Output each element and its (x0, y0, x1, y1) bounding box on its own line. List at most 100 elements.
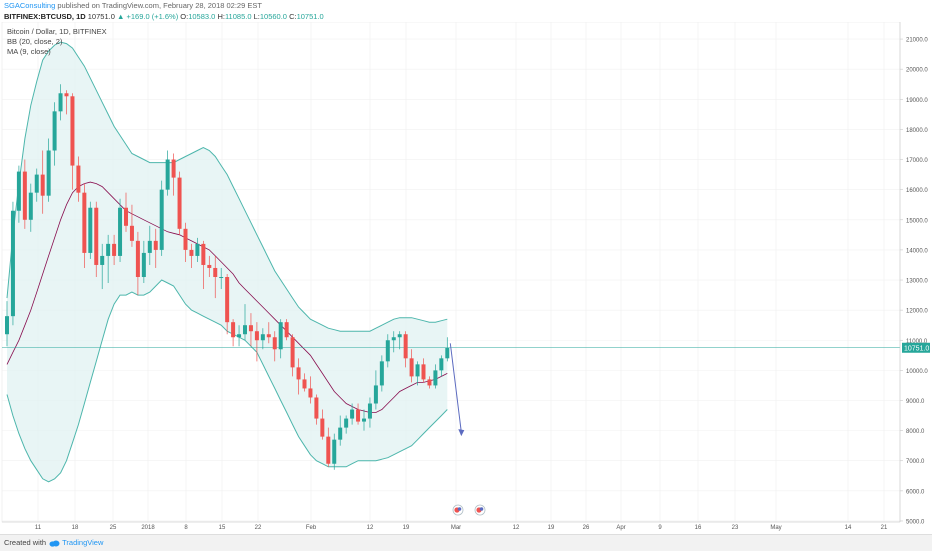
candle-body (183, 228, 188, 250)
candle (308, 376, 313, 404)
x-tick-label: 15 (219, 525, 226, 531)
candle (177, 171, 182, 235)
y-tick-label: 5000.0 (906, 519, 925, 525)
candle (326, 427, 331, 467)
candle-body (112, 243, 117, 256)
candle-body (373, 385, 378, 404)
x-tick-label: 2018 (141, 525, 155, 531)
candle-body (135, 240, 140, 278)
candle (124, 192, 128, 232)
price-tag: 10751.0 (902, 342, 930, 353)
candle (88, 201, 93, 259)
candle-body (385, 340, 390, 362)
candle-body (421, 364, 426, 380)
candle (445, 337, 450, 362)
candle (225, 273, 230, 335)
candle (290, 334, 295, 377)
candle (112, 234, 117, 265)
candle-body (165, 159, 170, 190)
candle-body (320, 418, 325, 437)
grid (1, 22, 901, 523)
candle-body (189, 249, 194, 256)
time-axis[interactable]: 11 18 25 2018 8 15 22 Feb 12 19 Mar 12 19 26 Apr 9 16 23 M… (2, 521, 900, 531)
y-tick-label: 9000.0 (906, 399, 925, 405)
candle (58, 84, 63, 121)
candle (231, 319, 236, 347)
candle (76, 156, 81, 202)
candle (52, 102, 57, 166)
candle (159, 180, 164, 256)
candle-body (76, 165, 81, 193)
publish-line: SGAConsulting published on TradingView.c… (4, 1, 262, 10)
candle (153, 228, 158, 268)
candle-body (397, 334, 402, 338)
candle (385, 334, 390, 368)
candle (237, 325, 242, 347)
candle (213, 255, 218, 299)
candle (82, 183, 87, 268)
bollinger-upper-line (6, 41, 448, 332)
candle (433, 364, 438, 389)
candle-body (10, 210, 15, 317)
open-label: O: (180, 12, 189, 21)
candle (314, 394, 319, 425)
candle-body (64, 93, 69, 97)
candle-body (28, 192, 33, 220)
candle-body (231, 322, 236, 338)
candle (100, 243, 105, 290)
y-tick-label: 15000.0 (906, 218, 928, 224)
candle (391, 331, 396, 353)
candle-body (284, 322, 289, 338)
low-value: 10560.0 (259, 12, 287, 21)
candle-body (260, 334, 265, 341)
legend-bb: BB (20, close, 2) (7, 37, 63, 46)
candle (219, 267, 224, 290)
candle-body (379, 361, 384, 386)
close-value: 10751.0 (296, 12, 324, 21)
footer: Created with TradingView (0, 534, 932, 551)
candle (439, 355, 444, 377)
candle (248, 313, 253, 347)
candle-body (445, 347, 450, 359)
y-tick-label: 21000.0 (906, 38, 928, 44)
price-axis[interactable]: 21000.0 20000.0 19000.0 18000.0 17000.0 16000… (899, 22, 928, 525)
candle-body (243, 325, 247, 335)
event-marker-icon[interactable] (452, 504, 464, 516)
candle (171, 153, 176, 196)
y-tick-label: 12000.0 (906, 309, 928, 315)
x-tick-label: 23 (732, 525, 739, 531)
candle-body (106, 243, 111, 256)
tradingview-brand[interactable]: TradingView (62, 538, 104, 547)
candle (16, 165, 21, 223)
x-tick-label: Mar (451, 525, 461, 531)
candle (254, 322, 259, 362)
candle (379, 355, 384, 392)
event-marker-icon[interactable] (474, 504, 486, 516)
candle (28, 183, 33, 232)
event-markers[interactable] (452, 504, 486, 516)
candle (46, 138, 51, 202)
candle (338, 415, 343, 446)
candle-body (22, 171, 27, 220)
candle (135, 231, 140, 296)
x-tick-label: 12 (513, 525, 520, 531)
candle-body (171, 159, 176, 178)
candle (106, 234, 111, 284)
candle-body (34, 174, 39, 193)
candle (397, 331, 402, 350)
candle-body (213, 267, 218, 278)
candle (272, 331, 277, 362)
y-tick-label: 16000.0 (906, 188, 928, 194)
candle (373, 370, 378, 410)
x-tick-label: 12 (367, 525, 374, 531)
publish-info: published on TradingView.com, February 2… (57, 1, 262, 10)
candle-body (296, 367, 301, 380)
x-tick-label: 22 (255, 525, 262, 531)
candle (403, 331, 408, 368)
candlestick-chart[interactable]: 21000.0 20000.0 19000.0 18000.0 17000.0 16000… (0, 22, 932, 534)
candle-body (225, 277, 230, 323)
author-link[interactable]: SGAConsulting (4, 1, 56, 10)
candle-body (195, 243, 200, 256)
candle-body (177, 177, 182, 229)
candle (70, 93, 75, 190)
